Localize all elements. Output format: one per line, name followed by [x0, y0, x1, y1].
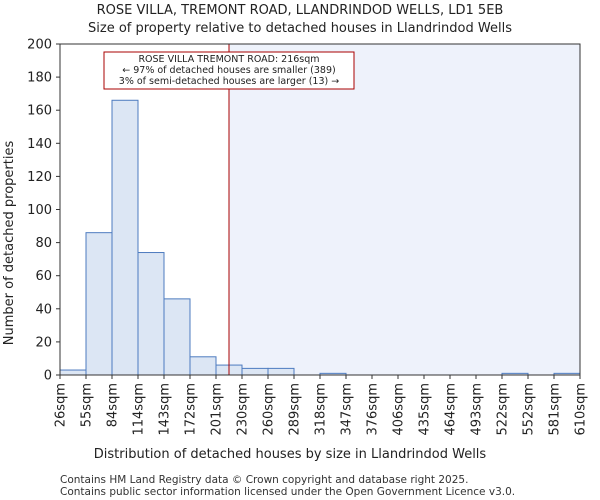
y-tick-label: 20 — [35, 335, 52, 350]
y-tick-label: 0 — [44, 369, 52, 384]
y-tick-label: 60 — [35, 269, 52, 284]
y-axis-label: Number of detached properties — [2, 141, 17, 346]
x-tick-label: 464sqm — [444, 383, 459, 436]
bar — [137, 252, 165, 376]
x-tick-label: 172sqm — [184, 383, 199, 436]
y-tick-label: 180 — [27, 71, 52, 86]
x-tick-label: 230sqm — [236, 383, 251, 436]
y-tick-label: 80 — [35, 236, 52, 251]
x-tick-label: 435sqm — [418, 383, 433, 436]
x-tick-label: 376sqm — [366, 383, 381, 436]
x-tick-label: 552sqm — [522, 383, 537, 436]
x-tick-label: 260sqm — [262, 383, 277, 436]
bar — [189, 356, 217, 376]
chart-subtitle: Size of property relative to detached ho… — [88, 21, 512, 36]
annotation-line-1: ROSE VILLA TREMONT ROAD: 216sqm — [138, 54, 319, 65]
x-tick-label: 347sqm — [340, 383, 355, 436]
x-tick-label: 493sqm — [470, 383, 485, 436]
y-tick-label: 100 — [27, 203, 52, 218]
bar — [111, 99, 139, 376]
y-tick-label: 200 — [27, 38, 52, 53]
x-tick-label: 55sqm — [80, 383, 95, 427]
footer-copyright: Contains HM Land Registry data © Crown c… — [60, 474, 469, 486]
x-tick-label: 26sqm — [54, 383, 69, 427]
annotation-box: ROSE VILLA TREMONT ROAD: 216sqm ← 97% of… — [103, 51, 355, 90]
bar — [59, 369, 87, 376]
chart-title: ROSE VILLA, TREMONT ROAD, LLANDRINDOD WE… — [97, 3, 504, 18]
footer-licence: Contains public sector information licen… — [60, 486, 516, 498]
x-tick-label: 143sqm — [158, 383, 173, 436]
x-tick-label: 610sqm — [574, 383, 589, 436]
plot-area: 0 20 40 60 80 100 120 140 160 180 200 26sqm 55sqm 84s… — [27, 38, 588, 436]
x-tick-label: 406sqm — [392, 383, 407, 436]
bar — [85, 232, 113, 376]
annotation-frame — [103, 51, 355, 90]
x-axis-label: Distribution of detached houses by size … — [94, 447, 487, 462]
x-tick-label: 581sqm — [548, 383, 563, 436]
larger-region-shade — [229, 44, 580, 375]
bar — [163, 298, 191, 376]
x-tick-label: 84sqm — [106, 383, 121, 427]
y-tick-label: 40 — [35, 302, 52, 317]
annotation-line-3: 3% of semi-detached houses are larger (1… — [119, 76, 339, 87]
y-tick-label: 160 — [27, 104, 52, 119]
y-tick-label: 140 — [27, 137, 52, 152]
chart: ROSE VILLA, TREMONT ROAD, LLANDRINDOD WE… — [2, 3, 589, 462]
x-tick-label: 289sqm — [288, 383, 303, 436]
x-tick-label: 522sqm — [496, 383, 511, 436]
annotation-line-2: ← 97% of detached houses are smaller (38… — [122, 65, 335, 76]
x-tick-label: 114sqm — [132, 383, 147, 436]
bar — [267, 367, 295, 376]
bar — [241, 367, 269, 376]
x-tick-label: 318sqm — [314, 383, 329, 436]
x-tick-label: 201sqm — [210, 383, 225, 436]
y-tick-label: 120 — [27, 170, 52, 185]
